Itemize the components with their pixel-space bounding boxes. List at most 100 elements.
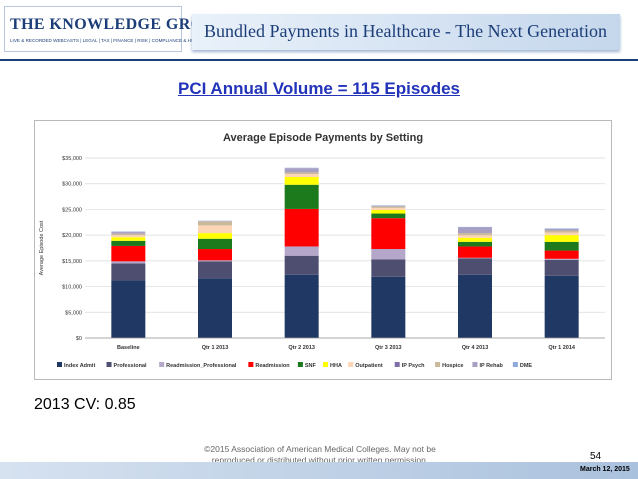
y-tick-label: $5,000: [65, 310, 82, 316]
page-number: 54: [590, 451, 602, 462]
bar-segment: [111, 235, 146, 238]
x-tick-label: Qtr 3 2013: [375, 345, 402, 351]
footer-bar: [0, 462, 638, 479]
legend-swatch: [57, 362, 62, 367]
bar-segment: [544, 258, 579, 260]
bar-segment: [111, 263, 146, 281]
bar-segment: [111, 231, 146, 233]
legend-label: Outpatient: [355, 363, 383, 369]
x-tick-label: Qtr 1 2014: [548, 345, 576, 351]
slide-date: March 12, 2015: [580, 466, 630, 473]
bar-segment: [458, 226, 492, 228]
bar-segment: [198, 225, 232, 234]
legend-swatch: [248, 362, 254, 367]
bar-segment: [284, 168, 319, 173]
bar-segment: [371, 249, 406, 260]
banner-title: Bundled Payments in Healthcare - The Nex…: [204, 21, 608, 41]
bar-segment: [544, 250, 579, 259]
legend-label: Professional: [114, 363, 147, 369]
chart-title: Average Episode Payments by Setting: [223, 132, 423, 144]
x-tick-label: Qtr 4 2013: [462, 345, 489, 351]
bar-segment: [371, 207, 406, 210]
bar-segment: [284, 173, 319, 178]
bar-segment: [544, 228, 579, 229]
y-tick-label: $20,000: [62, 233, 82, 239]
copyright-line-1: ©2015 Association of American Medical Co…: [204, 444, 436, 454]
bar-segment: [544, 232, 579, 236]
bar-segment: [544, 230, 579, 233]
copyright-notice: ©2015 Association of American Medical Co…: [190, 444, 450, 466]
legend-label: Index Admit: [64, 363, 95, 369]
bar-segment: [544, 228, 579, 231]
legend-swatch: [512, 362, 518, 367]
legend-label: IP Psych: [402, 363, 425, 369]
copyright-line-2: reproduced or distributed without prior …: [211, 455, 429, 465]
bar-segment: [198, 278, 232, 338]
y-axis-label: Average Episode Cost: [39, 220, 45, 275]
legend-swatch: [159, 362, 165, 367]
logo-subtitle: LIVE & RECORDED WEBCASTS | LEGAL | TAX |…: [10, 38, 195, 43]
legend-swatch: [323, 362, 329, 367]
bar-segment: [198, 261, 232, 279]
header-divider: [0, 59, 638, 61]
legend-label: Readmission: [255, 363, 290, 369]
legend-swatch: [472, 362, 478, 367]
bar-segment: [284, 177, 319, 185]
legend-label: Hospice: [442, 363, 463, 369]
bar-segment: [458, 241, 492, 247]
x-tick-label: Baseline: [117, 345, 140, 351]
y-tick-label: $30,000: [62, 182, 82, 188]
bar-segment: [458, 274, 492, 338]
slide-title: PCI Annual Volume = 115 Episodes: [177, 79, 460, 98]
bar-segment: [458, 257, 492, 259]
legend-label: DME: [520, 363, 533, 369]
legend-label: SNF: [305, 363, 317, 369]
legend-swatch: [297, 362, 303, 367]
bar-segment: [371, 276, 406, 338]
x-tick-label: Qtr 1 2013: [202, 345, 229, 351]
bar-segment: [284, 208, 319, 247]
bar-segment: [198, 238, 232, 250]
bar-segment: [284, 172, 319, 174]
bar-segment: [371, 205, 406, 207]
bar-segment: [111, 261, 146, 264]
bar-segment: [371, 206, 406, 208]
bar-segment: [458, 235, 492, 238]
bar-segment: [198, 233, 232, 239]
bar-segment: [458, 237, 492, 242]
x-tick-label: Qtr 2 2013: [288, 345, 315, 351]
bar-segment: [198, 249, 232, 261]
legend-swatch: [435, 362, 441, 367]
y-tick-label: $25,000: [62, 207, 82, 213]
bar-segment: [371, 259, 406, 277]
bar-segment: [371, 205, 406, 206]
bar-segment: [111, 280, 146, 338]
bar-segment: [198, 220, 232, 222]
y-tick-label: $10,000: [62, 285, 82, 291]
cv-text: 2013 CV: 0.85: [34, 396, 136, 413]
slide-header: THE KNOWLEDGE GROUP LIVE & RECORDED WEBC…: [0, 0, 638, 61]
legend-swatch: [394, 362, 400, 367]
legend-label: IP Rehab: [479, 363, 503, 369]
legend-swatch: [348, 362, 354, 367]
bar-segment: [284, 255, 319, 275]
legend-label: HHA: [330, 363, 342, 369]
bar-segment: [371, 218, 406, 250]
bar-segment: [111, 233, 146, 236]
bar-segment: [544, 235, 579, 242]
bar-segment: [544, 259, 579, 276]
bar-segment: [458, 258, 492, 275]
y-tick-label: $35,000: [62, 156, 82, 162]
bar-segment: [111, 232, 146, 234]
title-banner: Bundled Payments in Healthcare - The Nex…: [192, 14, 620, 50]
bar-segment: [284, 274, 319, 338]
bar-segment: [111, 237, 146, 241]
bar-segment: [111, 245, 146, 262]
bar-segment: [458, 233, 492, 236]
logo-title: THE KNOWLEDGE GROUP: [10, 16, 226, 33]
bar-segment: [458, 227, 492, 234]
knowledge-group-logo: THE KNOWLEDGE GROUP LIVE & RECORDED WEBC…: [4, 6, 225, 52]
bar-segment: [111, 240, 146, 246]
bar-segment: [371, 213, 406, 219]
bar-segment: [198, 260, 232, 262]
